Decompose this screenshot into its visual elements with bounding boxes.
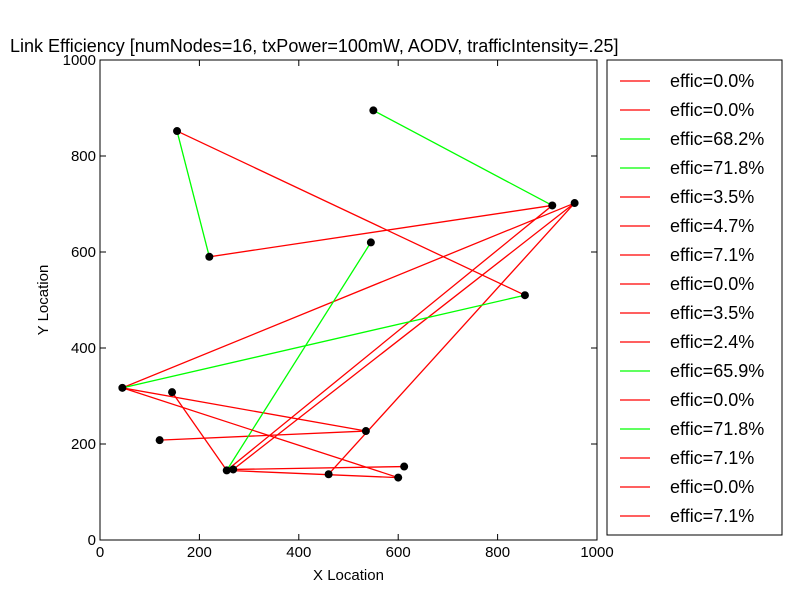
chart-title: Link Efficiency [numNodes=16, txPower=10… bbox=[10, 36, 618, 56]
plot-frame bbox=[99, 59, 598, 541]
node-point-9 bbox=[155, 436, 164, 445]
x-tick-label: 200 bbox=[187, 544, 212, 561]
x-axis-ticks: 0 200 400 600 800 1000 bbox=[96, 60, 614, 561]
node-point-11 bbox=[222, 466, 231, 475]
link-line-7 bbox=[232, 202, 576, 470]
link-line-3 bbox=[373, 109, 553, 207]
link-line-5 bbox=[122, 202, 575, 389]
y-tick-label: 200 bbox=[71, 436, 96, 453]
link-line-12 bbox=[226, 242, 372, 471]
link-line-14 bbox=[122, 387, 399, 479]
link-line-13 bbox=[233, 465, 405, 471]
node-point-14 bbox=[394, 473, 403, 482]
x-tick-label: 800 bbox=[485, 544, 510, 561]
legend-label: effic=0.0% bbox=[670, 274, 754, 294]
legend-label: effic=0.0% bbox=[670, 390, 754, 410]
link-line-9 bbox=[159, 430, 366, 441]
legend-entries: effic=0.0% effic=0.0% effic=68.2% effic=71.… bbox=[620, 71, 764, 526]
node-point-0 bbox=[173, 127, 182, 136]
node-point-5 bbox=[570, 199, 579, 208]
node-point-7 bbox=[118, 383, 127, 392]
node-point-2 bbox=[205, 252, 214, 261]
legend-label: effic=0.0% bbox=[670, 477, 754, 497]
node-point-3 bbox=[366, 238, 375, 247]
link-line-2 bbox=[176, 130, 210, 257]
y-axis-label: Y Location bbox=[35, 265, 52, 336]
legend-label: effic=7.1% bbox=[670, 245, 754, 265]
x-tick-label: 400 bbox=[286, 544, 311, 561]
legend-label: effic=71.8% bbox=[670, 419, 764, 439]
legend-label: effic=68.2% bbox=[670, 129, 764, 149]
node-point-8 bbox=[168, 388, 177, 397]
link-line-6 bbox=[226, 204, 553, 471]
link-lines bbox=[122, 109, 576, 479]
node-point-6 bbox=[520, 291, 529, 300]
link-line-15 bbox=[226, 469, 399, 479]
x-tick-label: 600 bbox=[386, 544, 411, 561]
node-points bbox=[118, 106, 579, 482]
legend-label: effic=7.1% bbox=[670, 506, 754, 526]
plot-area: 0 200 400 600 800 1000 0 200 400 600 800 1000 bbox=[63, 52, 614, 561]
y-tick-label: 600 bbox=[71, 244, 96, 261]
y-tick-label: 1000 bbox=[63, 52, 96, 69]
link-line-8 bbox=[122, 387, 367, 432]
node-point-12 bbox=[229, 465, 238, 474]
link-line-4 bbox=[176, 130, 526, 296]
legend: effic=0.0% effic=0.0% effic=68.2% effic=71.… bbox=[606, 59, 783, 536]
y-tick-label: 400 bbox=[71, 340, 96, 357]
link-line-10 bbox=[122, 294, 526, 389]
legend-label: effic=3.5% bbox=[670, 187, 754, 207]
x-tick-label: 1000 bbox=[580, 544, 613, 561]
legend-label: effic=3.5% bbox=[670, 303, 754, 323]
legend-label: effic=4.7% bbox=[670, 216, 754, 236]
legend-label: effic=0.0% bbox=[670, 71, 754, 91]
x-tick-label: 0 bbox=[96, 544, 104, 561]
y-axis-ticks: 0 200 400 600 800 1000 bbox=[63, 52, 597, 549]
link-line-0 bbox=[328, 202, 576, 475]
y-tick-label: 0 bbox=[88, 532, 96, 549]
node-point-13 bbox=[324, 470, 333, 479]
node-point-15 bbox=[400, 462, 409, 471]
legend-label: effic=0.0% bbox=[670, 100, 754, 120]
legend-label: effic=71.8% bbox=[670, 158, 764, 178]
legend-label: effic=7.1% bbox=[670, 448, 754, 468]
x-axis-label: X Location bbox=[313, 567, 384, 584]
node-point-4 bbox=[548, 201, 557, 210]
node-point-10 bbox=[361, 427, 370, 436]
legend-label: effic=65.9% bbox=[670, 361, 764, 381]
legend-label: effic=2.4% bbox=[670, 332, 754, 352]
node-point-1 bbox=[369, 106, 378, 115]
y-tick-label: 800 bbox=[71, 148, 96, 165]
link-line-1 bbox=[209, 204, 553, 258]
link-line-11 bbox=[171, 391, 228, 471]
